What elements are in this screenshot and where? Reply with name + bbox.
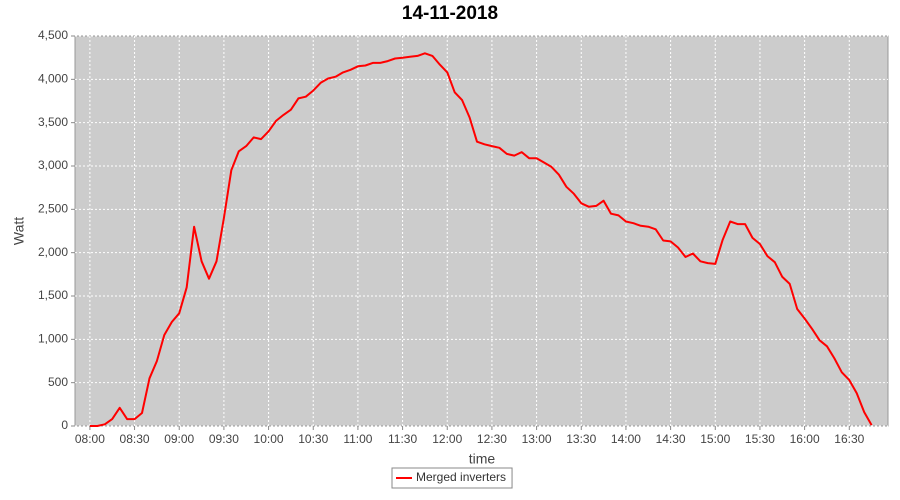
x-tick-label: 13:00 bbox=[522, 432, 552, 446]
data-line bbox=[89, 52, 873, 427]
y-tick-label: 3,000 bbox=[38, 158, 68, 172]
x-tick-label: 12:30 bbox=[477, 432, 507, 446]
legend: Merged inverters bbox=[391, 467, 513, 489]
x-tick-label: 14:30 bbox=[656, 432, 686, 446]
x-tick-label: 15:00 bbox=[700, 432, 730, 446]
x-tick-label: 16:00 bbox=[790, 432, 820, 446]
x-tick-label: 11:30 bbox=[388, 432, 417, 446]
x-axis-label: time bbox=[469, 451, 496, 467]
legend-box bbox=[391, 467, 513, 489]
plot-area bbox=[74, 35, 889, 427]
y-tick-label: 1,500 bbox=[38, 288, 68, 302]
chart-title: 14-11-2018 bbox=[402, 3, 498, 24]
y-tick-label: 2,500 bbox=[38, 202, 68, 216]
y-axis-label: Watt bbox=[11, 217, 27, 245]
y-tick-label: 500 bbox=[48, 375, 68, 389]
x-tick-label: 09:00 bbox=[164, 432, 194, 446]
y-tick-label: 2,000 bbox=[38, 245, 68, 259]
x-tick-label: 10:30 bbox=[298, 432, 328, 446]
legend-label: Merged inverters bbox=[416, 470, 506, 484]
y-tick-label: 4,000 bbox=[38, 72, 68, 86]
x-tick-label: 12:00 bbox=[432, 432, 462, 446]
x-tick-label: 15:30 bbox=[745, 432, 775, 446]
x-tick-label: 08:00 bbox=[75, 432, 105, 446]
y-tick-label: 0 bbox=[61, 418, 68, 432]
x-tick-label: 10:00 bbox=[254, 432, 284, 446]
y-tick-label: 3,500 bbox=[38, 115, 68, 129]
x-tick-label: 14:00 bbox=[611, 432, 641, 446]
y-tick-label: 4,500 bbox=[38, 28, 68, 42]
x-tick-label: 09:30 bbox=[209, 432, 239, 446]
x-tick-label: 11:00 bbox=[343, 432, 372, 446]
x-tick-label: 13:30 bbox=[566, 432, 596, 446]
x-tick-label: 08:30 bbox=[120, 432, 150, 446]
y-tick-label: 1,000 bbox=[38, 332, 68, 346]
x-tick-label: 16:30 bbox=[834, 432, 864, 446]
